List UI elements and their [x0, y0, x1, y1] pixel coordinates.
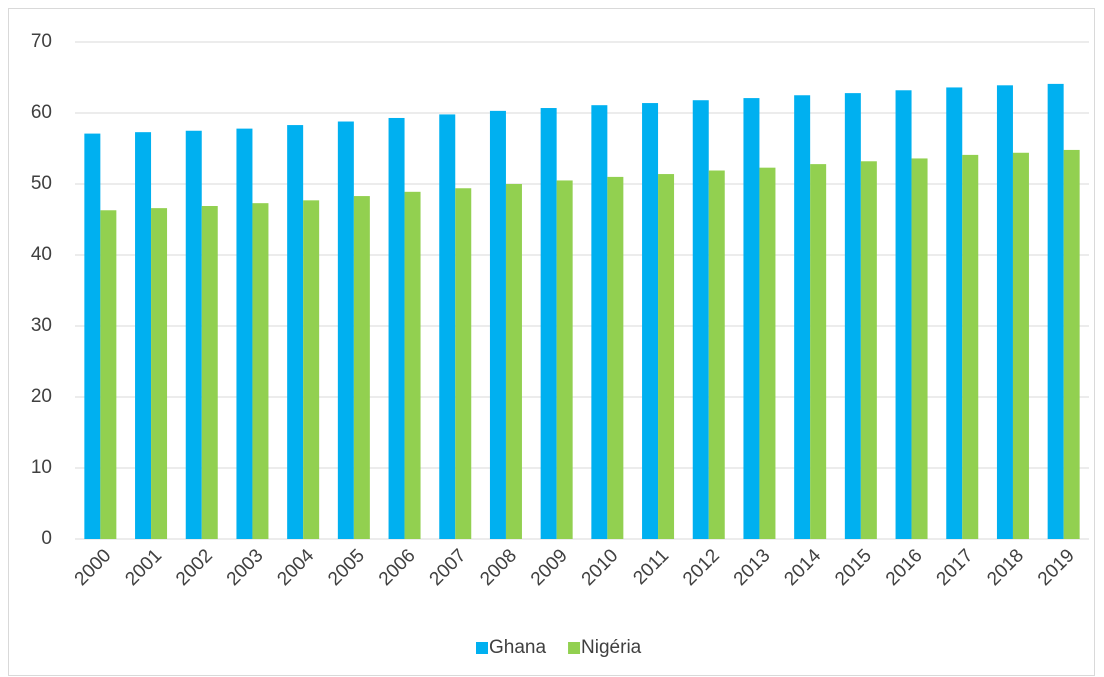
bar	[201, 206, 218, 539]
bar	[151, 208, 168, 539]
bar	[895, 90, 912, 539]
legend-swatch	[568, 642, 581, 654]
bar	[692, 100, 709, 539]
legend-label: Nigéria	[581, 637, 642, 658]
y-tick-label: 0	[41, 528, 52, 549]
bar	[84, 133, 101, 539]
y-tick-label: 70	[31, 31, 52, 52]
bar	[404, 191, 421, 539]
bar	[236, 128, 253, 539]
bar	[135, 132, 152, 540]
y-tick-label: 20	[31, 386, 52, 407]
y-tick-label: 60	[31, 102, 52, 123]
bar	[439, 114, 456, 540]
bar	[607, 176, 624, 539]
bar	[337, 121, 354, 540]
legend-label: Ghana	[489, 637, 546, 658]
bar	[388, 117, 405, 539]
bar	[1063, 149, 1080, 540]
bar	[303, 200, 320, 539]
bar	[540, 108, 557, 539]
bar	[844, 93, 861, 540]
bar	[1047, 83, 1064, 539]
legend-swatch	[476, 642, 488, 654]
bar	[911, 158, 928, 539]
bar	[353, 196, 370, 539]
bar	[860, 161, 877, 539]
bar	[708, 170, 725, 539]
bar	[658, 174, 675, 539]
bar	[287, 125, 304, 539]
bar	[591, 105, 608, 539]
y-tick-label: 10	[31, 457, 52, 478]
y-tick-label: 50	[31, 173, 52, 194]
bar	[556, 180, 573, 539]
bar	[946, 87, 963, 539]
y-tick-label: 40	[31, 244, 52, 265]
bar	[489, 110, 506, 540]
bar	[810, 164, 827, 539]
bar	[455, 188, 472, 539]
bar	[962, 154, 979, 539]
bar	[100, 210, 117, 539]
bar	[185, 130, 202, 539]
bar	[759, 167, 776, 540]
y-tick-label: 30	[31, 315, 52, 336]
bar	[252, 203, 269, 540]
bar	[743, 98, 760, 539]
bar	[505, 184, 522, 539]
bar	[642, 103, 659, 539]
bar	[996, 85, 1013, 539]
bar	[1012, 152, 1029, 539]
bar	[794, 95, 811, 539]
